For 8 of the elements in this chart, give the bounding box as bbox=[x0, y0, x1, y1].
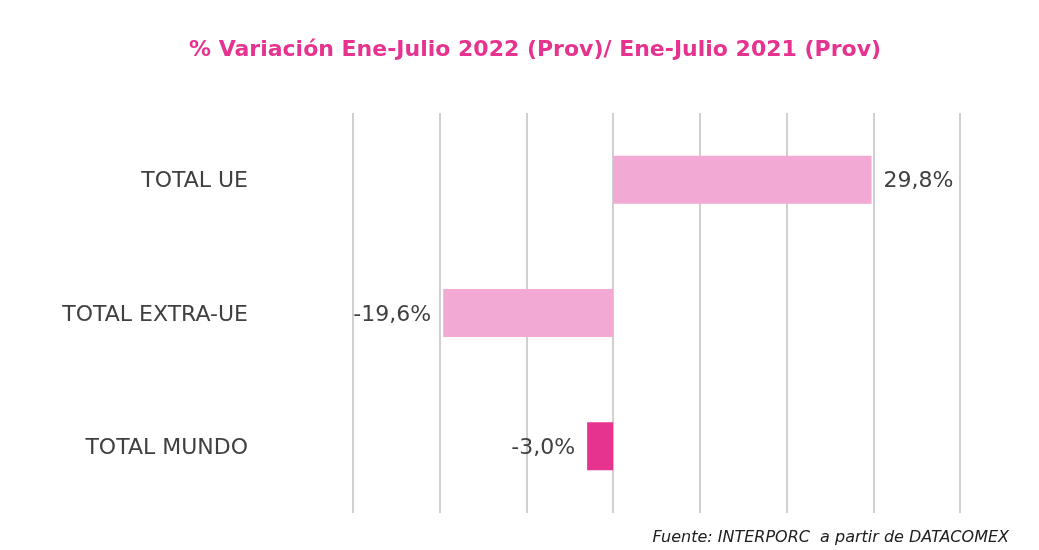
data-label: -19,6% bbox=[353, 300, 432, 326]
data-label: 29,8% bbox=[883, 167, 954, 193]
data-label: -3,0% bbox=[511, 433, 576, 459]
source-note: Fuente: INTERPORC a partir de DATACOMEX bbox=[652, 526, 1011, 546]
y-tick-label: TOTAL EXTRA-UE bbox=[61, 300, 248, 326]
chart-title: % Variación Ene-Julio 2022 (Prov)/ Ene-Julio 2021 (Prov) bbox=[188, 35, 882, 61]
y-tick-label: TOTAL MUNDO bbox=[84, 433, 248, 459]
y-tick-label: TOTAL UE bbox=[140, 167, 248, 193]
